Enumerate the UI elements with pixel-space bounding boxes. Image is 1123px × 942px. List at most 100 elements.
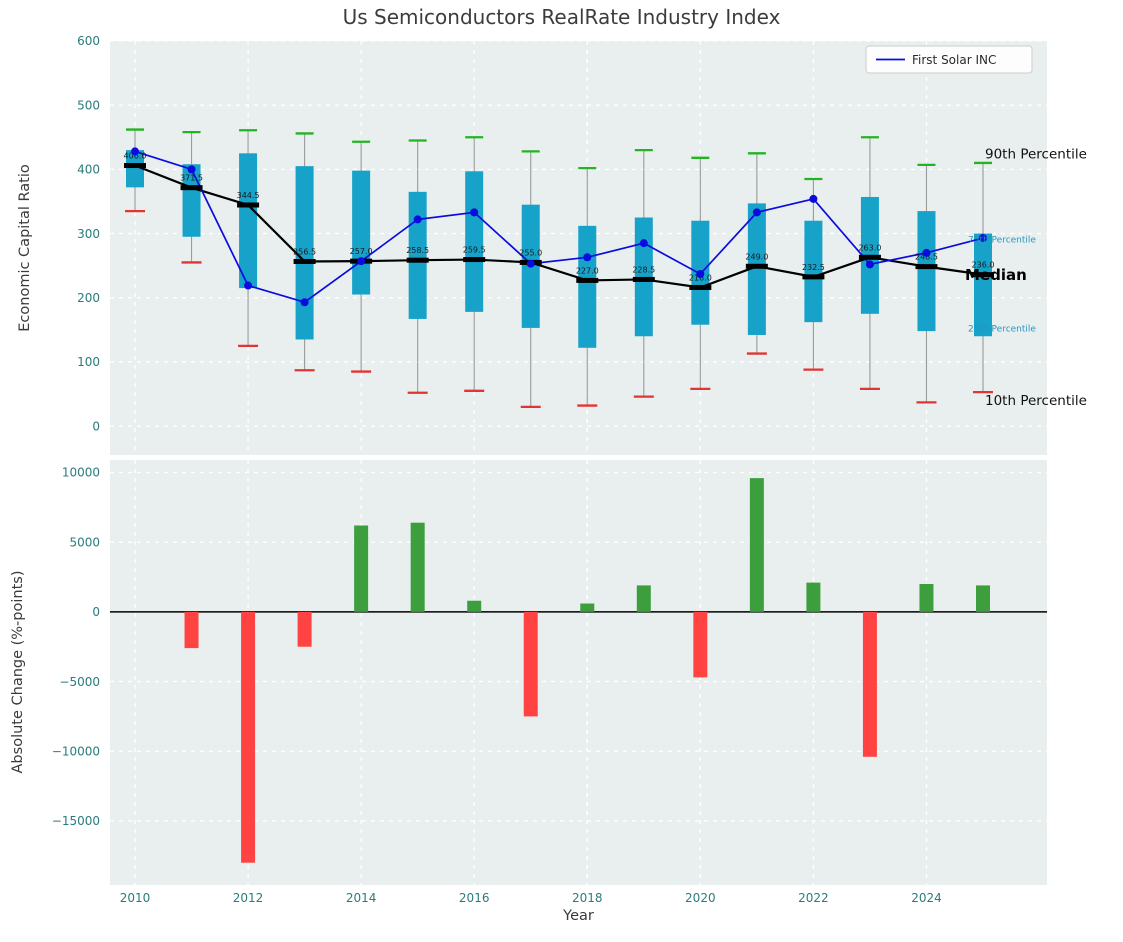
xtick-label-2010: 2010	[120, 891, 151, 905]
median-line	[134, 164, 984, 289]
change-bar-2025	[976, 585, 990, 612]
median-label-2023: 263.0	[858, 243, 881, 252]
iqr-box-2018	[578, 225, 597, 348]
first-solar-point-2017	[526, 259, 535, 268]
iqr-box-2013	[295, 166, 314, 340]
annotation-10th-percentile: 10th Percentile	[985, 393, 1087, 409]
first-solar-point-2022	[809, 194, 818, 203]
first-solar-point-2012	[244, 281, 253, 290]
bottom-ytick-label: −15000	[52, 814, 100, 828]
change-bar-2019	[636, 585, 651, 612]
legend-label: First Solar INC	[912, 53, 996, 67]
first-solar-point-2010	[131, 147, 139, 156]
top-ytick-label: 0	[92, 419, 100, 433]
top-ytick-label: 500	[77, 98, 100, 112]
first-solar-point-2024	[922, 248, 931, 257]
iqr-box-2016	[465, 171, 484, 312]
iqr-box-2021	[747, 203, 766, 335]
bottom-ytick-label: −10000	[52, 744, 100, 758]
annotation-75th-percentile: 75th Percentile	[968, 235, 1036, 245]
median-marker-2018	[576, 277, 599, 283]
top-ytick-label: 300	[77, 227, 100, 241]
box-group-2019	[633, 148, 654, 398]
bottom-panel: 10000 5000 0 −5000 −10000 −15000 2010 2012 2014 2…	[52, 460, 1047, 905]
xtick-label-2014: 2014	[346, 891, 377, 905]
change-bar-2013	[297, 611, 312, 647]
median-marker-2016	[463, 257, 486, 263]
median-marker-2025	[972, 272, 994, 278]
bottom-panel-background	[110, 460, 1047, 885]
legend-box	[865, 45, 1033, 74]
annotation-90th-percentile: 90th Percentile	[985, 147, 1087, 163]
median-marker-2022	[802, 274, 825, 280]
change-bar-2022	[806, 582, 821, 612]
xtick-label-2018: 2018	[572, 891, 603, 905]
median-label-2017: 255.0	[519, 248, 542, 257]
box-group-2025	[973, 161, 993, 394]
xtick-label-2020: 2020	[685, 891, 716, 905]
median-label-2014: 257.0	[350, 247, 373, 256]
top-ytick-label: 100	[77, 355, 100, 369]
median-marker-2013	[293, 258, 316, 264]
first-solar-point-2016	[470, 208, 479, 217]
bottom-ytick-label: −5000	[59, 675, 100, 689]
change-bar-2011	[184, 611, 199, 649]
first-solar-point-2013	[300, 298, 309, 307]
iqr-box-2011	[182, 164, 201, 237]
median-marker-2011	[180, 185, 203, 191]
chart-title: Us Semiconductors RealRate Industry Inde…	[342, 5, 781, 29]
median-label-2015: 258.5	[406, 246, 429, 255]
box-group-2024	[916, 163, 937, 404]
change-bar-2015	[410, 522, 425, 612]
xlabel-year: Year	[563, 908, 594, 924]
median-label-2010: 406.0	[124, 152, 147, 161]
xtick-label-2022: 2022	[798, 891, 829, 905]
change-bar-2014	[354, 525, 369, 612]
median-marker-2019	[632, 276, 655, 282]
median-marker-2010	[124, 163, 146, 169]
first-solar-line	[134, 150, 984, 304]
change-bar-2012	[241, 611, 256, 863]
median-marker-2020	[689, 284, 712, 290]
change-bar-2020	[693, 611, 708, 678]
iqr-box-2019	[634, 217, 653, 337]
median-label-2011: 371.5	[180, 174, 203, 183]
median-label-2012: 344.5	[237, 191, 260, 200]
median-label-2018: 227.0	[576, 266, 599, 275]
change-bar-2024	[919, 584, 934, 612]
median-label-2021: 249.0	[745, 252, 768, 261]
box-group-2022	[803, 177, 824, 371]
box-group-2021	[746, 152, 767, 355]
top-panel: 0 100 200 300 400 500 600 406.0 371.5 344.5 256.5 2…	[77, 34, 1087, 455]
iqr-box-2022	[804, 220, 823, 323]
change-bar-2021	[749, 478, 764, 612]
annotation-25th-percentile: 25th Percentile	[968, 325, 1036, 335]
first-solar-point-2014	[357, 257, 366, 266]
iqr-box-2012	[239, 153, 258, 289]
first-solar-point-2021	[752, 208, 761, 217]
first-solar-point-2019	[639, 239, 648, 248]
iqr-box-2024	[917, 211, 936, 332]
change-bar-2018	[580, 603, 595, 612]
legend: First Solar INC	[865, 45, 1033, 74]
ylabel-absolute-change: Absolute Change (%-points)	[10, 570, 26, 774]
box-group-2013	[294, 132, 315, 372]
top-ytick-label: 200	[77, 291, 100, 305]
median-marker-2024	[915, 264, 938, 270]
first-solar-point-2025	[979, 234, 987, 243]
iqr-box-2010	[126, 150, 144, 188]
box-group-2016	[464, 136, 485, 392]
change-bar-2016	[467, 600, 482, 612]
iqr-box-2014	[352, 170, 371, 295]
first-solar-point-2018	[583, 253, 592, 262]
xtick-label-2024: 2024	[911, 891, 942, 905]
median-label-2024: 248.5	[915, 253, 938, 262]
first-solar-point-2011	[187, 165, 196, 174]
bottom-ytick-label: 5000	[69, 535, 100, 549]
median-label-2016: 259.5	[463, 246, 486, 255]
median-marker-2012	[237, 202, 260, 208]
iqr-box-2025	[974, 233, 992, 337]
bottom-ytick-label: 0	[92, 605, 100, 619]
